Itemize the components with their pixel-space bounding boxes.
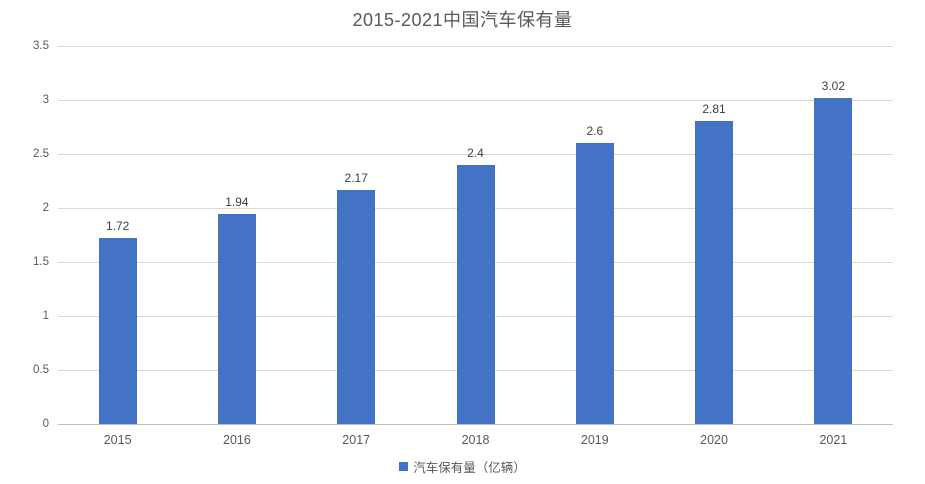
- y-axis-tick-label: 3.5: [33, 40, 49, 52]
- x-axis-tick-label: 2018: [461, 433, 490, 447]
- bar-2021[interactable]: [814, 97, 853, 424]
- x-axis-tick-label: 2021: [819, 433, 848, 447]
- x-axis-tick-label: 2015: [103, 433, 132, 447]
- bar-2016[interactable]: [217, 214, 256, 424]
- bar-2020[interactable]: [695, 120, 734, 424]
- chart-title: 2015-2021中国汽车保有量: [352, 10, 573, 30]
- gridline-y-3.5: [58, 46, 893, 47]
- legend-marker-icon: [399, 462, 409, 471]
- y-axis-tick-label: 2.5: [33, 148, 49, 160]
- bar-value-label: 1.94: [225, 195, 249, 210]
- bar-2015[interactable]: [98, 238, 137, 424]
- bar-2017[interactable]: [337, 189, 376, 424]
- y-axis-tick-label: 2: [42, 202, 49, 214]
- bar-value-label: 2.81: [702, 101, 726, 116]
- bar-value-label: 1.72: [105, 219, 130, 234]
- bar-2019[interactable]: [575, 143, 614, 424]
- x-axis-tick-label: 2017: [342, 433, 371, 447]
- bar-value-label: 2.4: [467, 145, 484, 160]
- plot-area: 0 0.5 1 1.5 2 2.5 3 3.5 1.72 2015 1.94 2016 2.17 2017…: [33, 40, 893, 447]
- bar-value-label: 3.02: [821, 78, 846, 93]
- y-axis-tick-label: 0.5: [33, 364, 49, 376]
- x-axis-tick-label: 2016: [223, 433, 251, 447]
- bar-value-label: 2.17: [344, 170, 368, 185]
- y-axis-tick-label: 3: [42, 94, 49, 106]
- bar-value-label: 2.6: [586, 124, 604, 139]
- y-axis-tick-label: 1: [42, 310, 49, 322]
- y-axis-tick-label: 0: [42, 418, 49, 430]
- gridline-y-3: [58, 100, 893, 101]
- x-axis-tick-label: 2020: [700, 433, 728, 447]
- gridline-y-2.5: [58, 154, 893, 155]
- legend-series-label: 汽车保有量（亿辆）: [413, 461, 526, 475]
- legend: 汽车保有量（亿辆）: [0, 457, 925, 476]
- x-axis-tick-label: 2019: [580, 433, 609, 447]
- bar-2018[interactable]: [456, 164, 495, 424]
- y-axis-tick-label: 1.5: [33, 256, 49, 268]
